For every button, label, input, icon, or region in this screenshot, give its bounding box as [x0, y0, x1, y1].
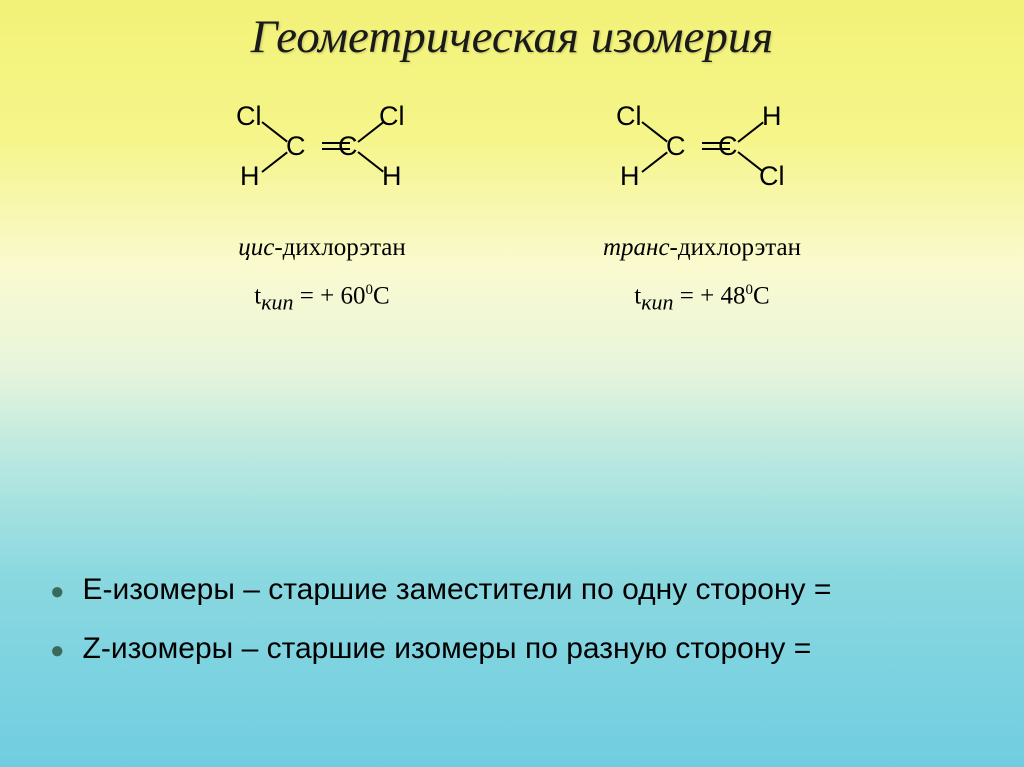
cis-bond-bl [261, 152, 287, 173]
trans-temp-unit: С [753, 282, 770, 309]
bullet-list: ● Е-изомеры – старшие заместители по одн… [50, 570, 974, 687]
cis-name-suffix: -дихлорэтан [274, 234, 405, 261]
cis-structure: Cl Cl C C H H цис-дихлорэтан tкип = + 60… [222, 109, 422, 315]
bullet-1: ● Е-изомеры – старшие заместители по одн… [50, 570, 974, 611]
slide-title: Геометрическая изомерия [0, 0, 1024, 64]
bullet-marker-icon: ● [50, 576, 65, 608]
cis-atom-center-left: C [286, 131, 306, 162]
cis-temp-sup: 0 [366, 282, 374, 298]
cis-bond-tl [261, 121, 287, 142]
trans-name-suffix: -дихлорэтан [670, 234, 801, 261]
cis-name-prefix: цис [238, 234, 274, 261]
trans-atom-bottom-right: Cl [759, 161, 785, 192]
cis-atom-bottom-right: H [382, 161, 402, 192]
trans-atom-center-right: C [718, 131, 738, 162]
trans-temp-sup: 0 [746, 282, 754, 298]
cis-temp-sub: кип [261, 289, 293, 314]
cis-bond-tr [357, 122, 383, 143]
trans-bond-tr [737, 122, 763, 143]
bullet-1-text: Е-изомеры – старшие заместители по одну … [83, 570, 832, 611]
trans-temp-sub: кип [641, 289, 673, 314]
trans-atom-top-right: H [762, 101, 782, 132]
trans-temp: tкип = + 480С [602, 282, 802, 315]
cis-name: цис-дихлорэтан [222, 234, 422, 262]
cis-temp-unit: С [373, 282, 390, 309]
cis-bond-br [357, 151, 383, 172]
trans-structure: Cl H C C H Cl транс-дихлорэтан tкип = + … [602, 109, 802, 315]
trans-atom-top-left: Cl [616, 101, 642, 132]
bullet-2-text: Z-изомеры – старшие изомеры по разную ст… [83, 629, 812, 670]
structures-row: Cl Cl C C H H цис-дихлорэтан tкип = + 60… [0, 109, 1024, 315]
trans-bond-tl [641, 121, 667, 142]
cis-atom-center-right: C [338, 131, 358, 162]
cis-temp: tкип = + 600С [222, 282, 422, 315]
cis-molecule: Cl Cl C C H H [222, 109, 422, 209]
cis-atom-bottom-left: H [240, 161, 260, 192]
trans-name-prefix: транс [603, 234, 670, 261]
trans-name: транс-дихлорэтан [602, 234, 802, 262]
bullet-marker-icon: ● [50, 635, 65, 667]
trans-molecule: Cl H C C H Cl [602, 109, 802, 209]
cis-atom-top-left: Cl [236, 101, 262, 132]
slide: Геометрическая изомерия Cl Cl C C H H ци… [0, 0, 1024, 767]
trans-temp-eq: = + 48 [674, 282, 746, 309]
trans-atom-bottom-left: H [620, 161, 640, 192]
cis-temp-eq: = + 60 [294, 282, 366, 309]
bullet-2: ● Z-изомеры – старшие изомеры по разную … [50, 629, 974, 670]
trans-bond-bl [641, 152, 667, 173]
trans-atom-center-left: C [666, 131, 686, 162]
cis-atom-top-right: Cl [379, 101, 405, 132]
